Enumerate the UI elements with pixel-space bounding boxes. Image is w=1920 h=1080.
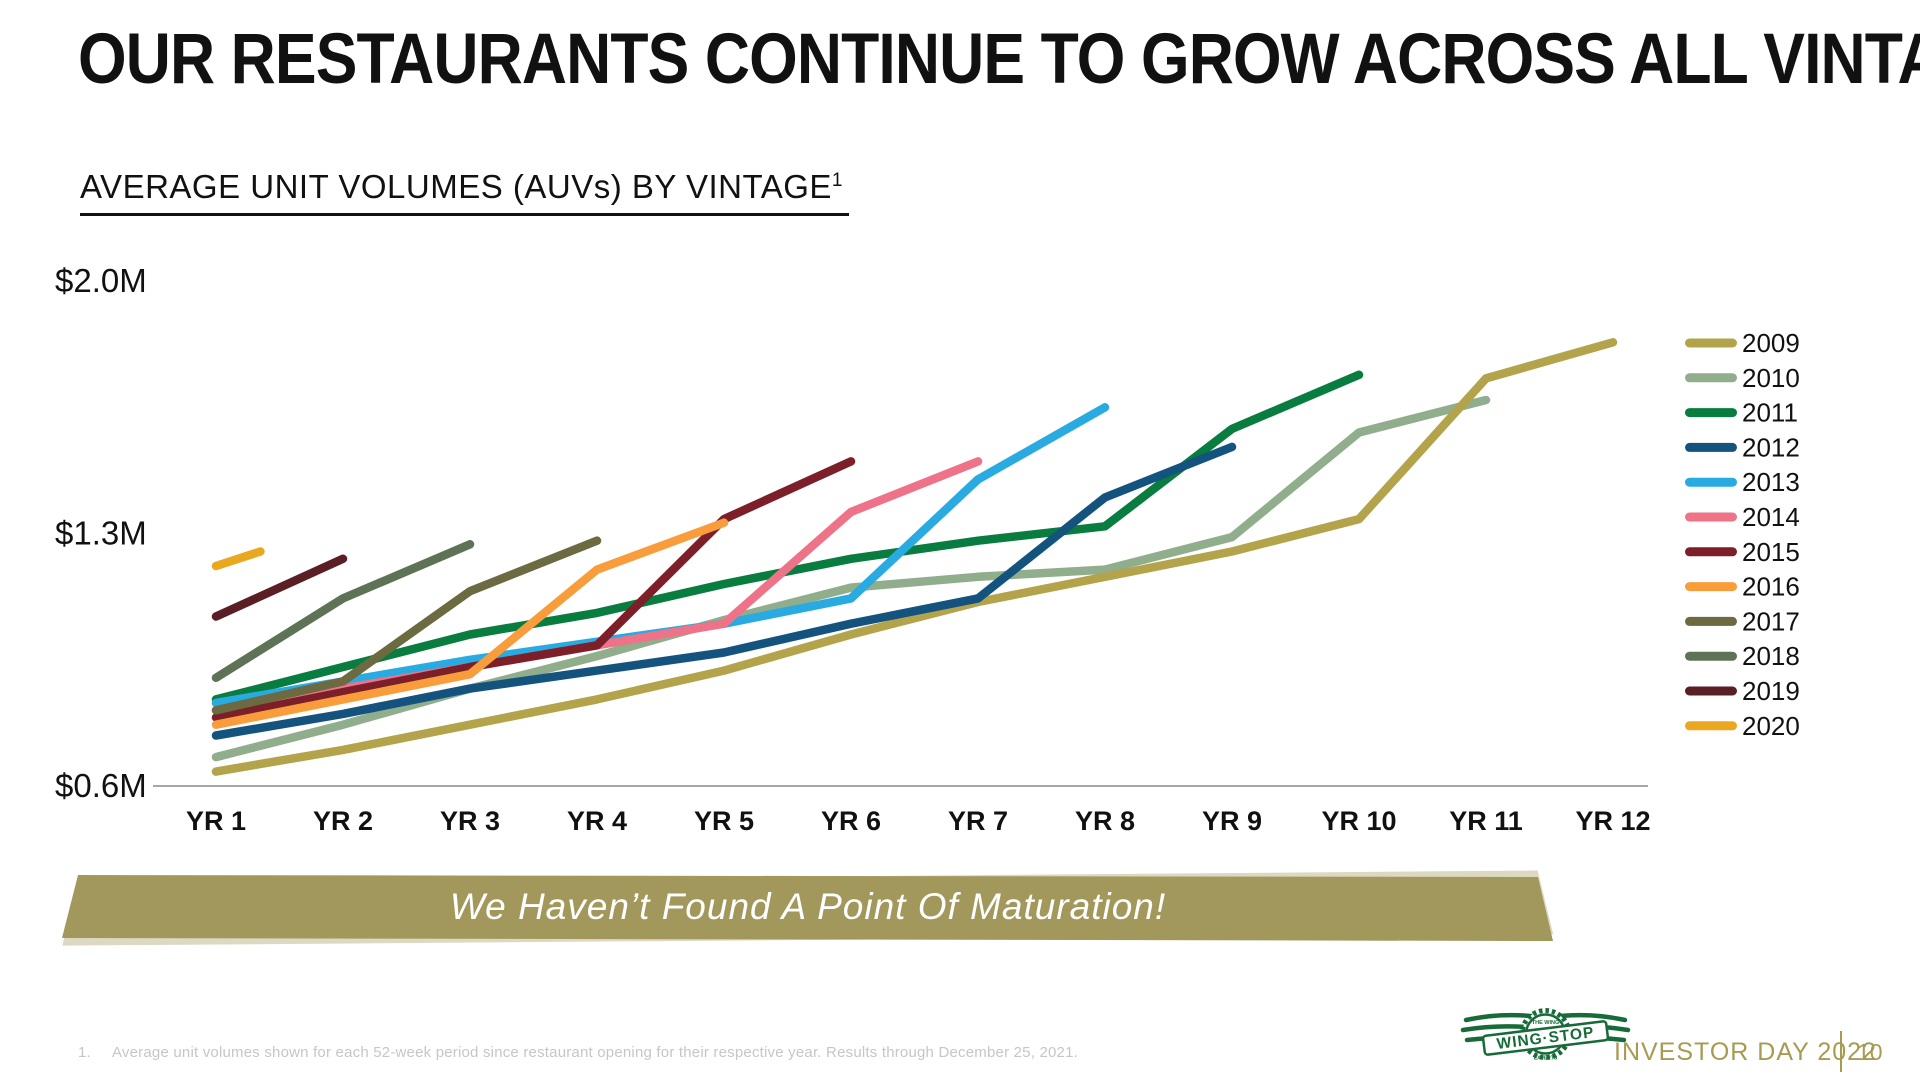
legend-swatch-2015: [1685, 547, 1737, 557]
legend-label-2012: 2012: [1742, 432, 1800, 462]
legend-label-2019: 2019: [1742, 676, 1800, 706]
legend-label-2016: 2016: [1742, 572, 1800, 602]
legend-swatch-2013: [1685, 477, 1737, 487]
legend-label-2010: 2010: [1742, 363, 1800, 393]
legend-swatch-2016: [1685, 582, 1737, 592]
series-line-2016: [211, 518, 729, 729]
legend-swatch-2014: [1685, 512, 1737, 522]
series-line-2019: [211, 554, 348, 621]
series-line-2017: [211, 536, 602, 715]
x-axis-tick-label: YR 9: [1202, 806, 1262, 836]
legend-label-2017: 2017: [1742, 606, 1800, 636]
legend-label-2014: 2014: [1742, 502, 1800, 532]
series-line-2020: [211, 547, 265, 571]
x-axis-tick-label: YR 10: [1321, 806, 1396, 836]
legend-swatch-2017: [1685, 616, 1737, 626]
x-axis-tick-label: YR 5: [694, 806, 754, 836]
legend-swatch-2010: [1685, 373, 1737, 383]
chart-subtitle-wrap: AVERAGE UNIT VOLUMES (AUVs) BY VINTAGE1: [80, 168, 849, 216]
x-axis-tick-label: YR 2: [313, 806, 373, 836]
legend-label-2020: 2020: [1742, 711, 1800, 741]
page-number: 10: [1857, 1039, 1883, 1065]
footnote-marker: 1.: [78, 1044, 91, 1061]
legend-swatch-2018: [1685, 651, 1737, 661]
footnote-text: Average unit volumes shown for each 52-w…: [112, 1044, 1078, 1061]
footnote: 1. Average unit volumes shown for each 5…: [78, 1044, 1078, 1061]
x-axis-tick-label: YR 7: [948, 806, 1008, 836]
x-axis-tick-label: YR 6: [821, 806, 881, 836]
x-axis-tick-label: YR 1: [186, 806, 246, 836]
legend-label-2011: 2011: [1742, 398, 1798, 428]
chart-subtitle-text: AVERAGE UNIT VOLUMES (AUVs) BY VINTAGE: [80, 168, 832, 205]
wingstop-logo: THE WING WING·STOP EXPERTS: [1460, 1008, 1631, 1062]
x-axis-tick-label: YR 8: [1075, 806, 1135, 836]
legend-swatch-2011: [1685, 408, 1737, 418]
legend-label-2015: 2015: [1742, 537, 1800, 567]
series-line-2009: [211, 338, 1618, 776]
chart-subtitle: AVERAGE UNIT VOLUMES (AUVs) BY VINTAGE1: [80, 168, 849, 216]
series-line-2018: [211, 540, 475, 683]
footer-event-title: INVESTOR DAY 2022: [1614, 1038, 1877, 1066]
legend-label-2013: 2013: [1742, 467, 1800, 497]
y-axis-tick-label: $1.3M: [55, 515, 147, 552]
logo-arc-top-text: THE WING: [1532, 1020, 1560, 1026]
legend-swatch-2012: [1685, 442, 1737, 452]
slide-title: OUR RESTAURANTS CONTINUE TO GROW ACROSS …: [78, 20, 1920, 99]
x-axis-tick-label: YR 12: [1575, 806, 1650, 836]
legend-swatch-2009: [1685, 338, 1737, 348]
series-line-2012: [211, 442, 1237, 740]
maturation-banner: We Haven’t Found A Point Of Maturation!: [62, 872, 1554, 944]
y-axis-tick-label: $2.0M: [55, 262, 147, 299]
x-axis-tick-label: YR 3: [440, 806, 500, 836]
banner-band: [62, 875, 1553, 941]
x-axis-tick-label: YR 11: [1449, 806, 1523, 836]
logo-arc-bottom-text: EXPERTS: [1534, 1056, 1558, 1062]
legend-swatch-2020: [1685, 721, 1737, 731]
footnote-reference: 1: [831, 170, 843, 191]
footer-divider: [1840, 1031, 1842, 1072]
legend-swatch-2019: [1685, 686, 1737, 696]
legend-label-2018: 2018: [1742, 641, 1800, 671]
banner-text: We Haven’t Found A Point Of Maturation!: [449, 886, 1167, 927]
y-axis-tick-label: $0.6M: [55, 767, 147, 804]
legend-label-2009: 2009: [1742, 328, 1800, 358]
series-line-2015: [211, 457, 856, 722]
x-axis-tick-label: YR 4: [567, 806, 627, 836]
